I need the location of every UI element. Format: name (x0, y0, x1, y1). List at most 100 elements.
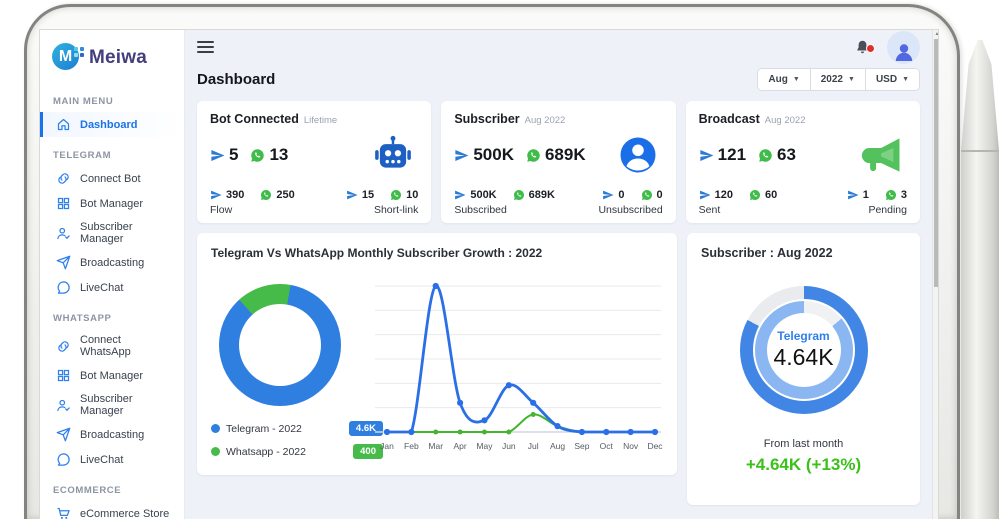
gauge-value: 4.64K (773, 344, 834, 370)
stat-card-title: Bot Connected (210, 112, 299, 126)
whatsapp-sub-value: 250 (276, 189, 295, 201)
scroll-up-arrow[interactable]: ▲ (934, 31, 938, 37)
svg-text:Dec: Dec (647, 441, 663, 451)
stylus-pen (961, 40, 999, 519)
scrollbar[interactable]: ▲ (932, 30, 938, 519)
sidebar-item-label: Subscriber Manager (80, 393, 133, 417)
sidebar-item-bot-manager[interactable]: Bot Manager (40, 191, 184, 216)
telegram-icon (210, 148, 225, 163)
gauge-caption: From last month (763, 438, 844, 450)
topbar (197, 30, 920, 64)
telegram-sub-value: 0 (618, 189, 625, 201)
notifications-button[interactable] (854, 39, 875, 56)
gauge-delta: +4.64K (+13%) (745, 455, 862, 474)
growth-chart-card: Telegram Vs WhatsApp Monthly Subscriber … (197, 233, 677, 475)
stat-subgroup-label: Flow (210, 204, 233, 216)
telegram-sub-value: 1 (862, 189, 869, 201)
whatsapp-main-value: 13 (269, 145, 289, 164)
sidebar-item-connect-bot[interactable]: Connect Bot (40, 166, 184, 191)
charts-row: Telegram Vs WhatsApp Monthly Subscriber … (197, 233, 920, 505)
whatsapp-icon (885, 189, 897, 201)
stat-card-broadcast: Broadcast Aug 2022 121 63 120 60 (685, 101, 920, 223)
svg-text:Aug: Aug (550, 441, 565, 451)
sidebar-item-label: LiveChat (80, 453, 124, 466)
robot-icon (372, 134, 414, 176)
telegram-sub-value: 390 (226, 189, 245, 201)
whatsapp-sub-value: 3 (900, 189, 907, 201)
whatsapp-sub-value: 0 (656, 189, 663, 201)
sidebar-item-label: Broadcasting (80, 428, 145, 441)
app-screen: M Meiwa MAIN MENU Dashboard TELEGRAM Con… (40, 30, 938, 519)
sidebar-section-telegram: TELEGRAM (53, 150, 112, 161)
chevron-down-icon: ▼ (792, 76, 800, 83)
grid-icon (56, 368, 71, 383)
sidebar-item-bot-manager[interactable]: Bot Manager (40, 363, 184, 388)
sidebar-item-subscriber-manager[interactable]: Subscriber Manager (40, 216, 184, 250)
user-icon (56, 398, 71, 413)
whatsapp-icon (758, 148, 773, 163)
brand-logo-icon: M (52, 43, 84, 73)
menu-toggle-icon[interactable] (197, 38, 214, 56)
svg-text:May: May (476, 441, 493, 451)
legend-label: Whatsapp - 2022 (226, 445, 306, 458)
stat-subgroup-label: Unsubscribed (598, 204, 663, 216)
stat-subgroup: 0 0 Unsubscribed (598, 189, 662, 216)
gauge-center: Telegram 4.64K (766, 313, 841, 387)
gauge-platform-label: Telegram (777, 329, 830, 343)
link-icon (56, 339, 71, 354)
telegram-icon (602, 189, 614, 201)
legend-item-telegram-2022[interactable]: Telegram - 2022 4.6K (211, 421, 383, 436)
telegram-icon (699, 189, 711, 201)
sidebar-item-broadcasting[interactable]: Broadcasting (40, 250, 184, 275)
sidebar-item-dashboard[interactable]: Dashboard (40, 112, 184, 137)
whatsapp-icon (749, 189, 761, 201)
svg-text:Feb: Feb (404, 441, 419, 451)
filter-dropdown-aug[interactable]: Aug ▼ (758, 69, 811, 90)
donut-hole (239, 304, 321, 386)
whatsapp-icon (390, 189, 402, 201)
sidebar-item-connect-whatsapp[interactable]: Connect WhatsApp (40, 329, 184, 363)
telegram-icon (454, 189, 466, 201)
telegram-icon (454, 148, 469, 163)
stat-card-title: Subscriber (454, 112, 520, 126)
stat-subgroup-label: Subscribed (454, 204, 507, 216)
stat-subgroup: 15 10 Short-link (346, 189, 418, 216)
whatsapp-icon (526, 148, 541, 163)
whatsapp-icon (513, 189, 525, 201)
legend-item-whatsapp-2022[interactable]: Whatsapp - 2022 400 (211, 444, 383, 459)
telegram-icon (699, 148, 714, 163)
sidebar-item-ecommerce-store[interactable]: eCommerce Store (40, 501, 184, 519)
gauge-card-title: Subscriber : Aug 2022 (701, 246, 833, 260)
stat-subgroup: 390 250 Flow (210, 189, 295, 216)
subscriber-gauge: Telegram 4.64K (739, 286, 868, 414)
stat-subgroup-label: Pending (868, 204, 907, 216)
sidebar-item-label: Bot Manager (80, 197, 143, 210)
legend-dot (211, 447, 220, 456)
sidebar-item-broadcasting[interactable]: Broadcasting (40, 422, 184, 447)
chevron-down-icon: ▼ (902, 76, 909, 83)
telegram-sub-value: 15 (361, 189, 375, 201)
send-icon (56, 255, 71, 270)
sidebar-item-livechat[interactable]: LiveChat (40, 275, 184, 300)
legend-dot (211, 424, 220, 433)
sidebar-nav: MAIN MENU Dashboard TELEGRAM Connect Bot… (40, 96, 184, 519)
filter-dropdown-2022[interactable]: 2022 ▼ (810, 69, 866, 90)
sidebar-item-subscriber-manager[interactable]: Subscriber Manager (40, 388, 184, 422)
filter-group: Aug ▼ 2022 ▼ USD ▼ (757, 68, 920, 91)
sidebar-item-livechat[interactable]: LiveChat (40, 447, 184, 472)
user-avatar[interactable] (887, 30, 920, 64)
svg-text:Apr: Apr (453, 441, 466, 451)
sidebar: M Meiwa MAIN MENU Dashboard TELEGRAM Con… (40, 30, 185, 519)
chat-icon (56, 280, 71, 295)
svg-text:Mar: Mar (428, 441, 443, 451)
scrollbar-thumb[interactable] (934, 39, 938, 287)
brand-logo[interactable]: M Meiwa (40, 30, 184, 83)
link-icon (56, 171, 71, 186)
donut-chart (219, 284, 341, 406)
stat-subgroup-label: Sent (698, 204, 721, 216)
filter-dropdown-usd[interactable]: USD ▼ (865, 69, 919, 90)
line-chart-wrap: Jan Feb Mar Apr May Jun Jul Aug Sep Oct Nov Dec (373, 270, 663, 462)
whatsapp-icon (260, 189, 272, 201)
whatsapp-icon (250, 148, 265, 163)
